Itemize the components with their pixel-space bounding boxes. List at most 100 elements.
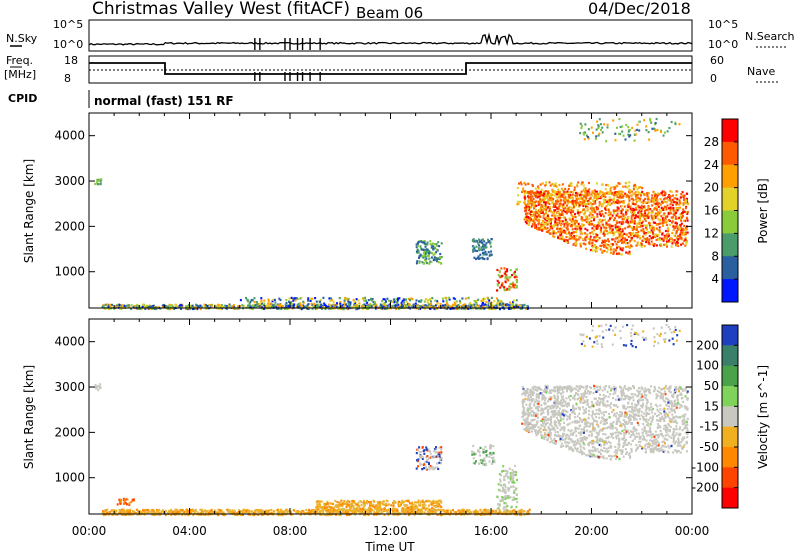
power-point <box>687 202 689 205</box>
power-point <box>307 297 310 300</box>
power-point <box>606 200 609 203</box>
power-point <box>640 221 643 225</box>
power-point <box>517 203 520 206</box>
power-point <box>504 270 507 273</box>
power-point <box>641 207 644 210</box>
velocity-point <box>121 513 123 516</box>
power-point <box>477 242 480 245</box>
power-point <box>549 184 552 187</box>
power-point <box>664 191 667 194</box>
velocity-point <box>261 510 264 513</box>
power-point <box>556 198 559 201</box>
velocity-point <box>145 512 148 515</box>
velocity-point <box>315 510 318 513</box>
power-point <box>612 185 615 189</box>
power-point <box>347 301 350 304</box>
velocity-point <box>439 505 442 508</box>
power-point <box>565 204 568 207</box>
y-tick-label: 3000 <box>54 174 85 188</box>
power-point <box>654 216 657 220</box>
power-point <box>367 305 370 308</box>
power-point <box>609 203 611 206</box>
power-point <box>600 245 603 248</box>
power-point <box>671 194 674 197</box>
velocity-point <box>321 506 324 509</box>
power-point <box>566 225 569 228</box>
power-point <box>307 299 310 302</box>
power-point <box>297 302 300 306</box>
power-point <box>578 204 581 207</box>
power-point <box>116 305 119 309</box>
power-point <box>626 204 629 207</box>
power-point <box>531 183 534 187</box>
power-point <box>641 190 644 193</box>
power-point <box>250 298 253 302</box>
power-point <box>658 222 660 225</box>
power-point <box>677 225 680 228</box>
power-point <box>169 308 171 311</box>
power-point <box>621 230 624 233</box>
velocity-point <box>265 509 268 512</box>
velocity-point <box>242 513 244 516</box>
power-point <box>271 303 274 306</box>
power-point <box>598 201 601 204</box>
power-point <box>464 303 466 306</box>
power-point <box>472 249 474 252</box>
power-point <box>541 228 544 231</box>
power-point <box>637 211 640 214</box>
power-point <box>674 197 677 200</box>
power-point <box>539 200 542 203</box>
power-point <box>598 236 601 240</box>
power-point <box>651 227 654 230</box>
power-point <box>638 192 641 195</box>
power-point <box>625 195 628 198</box>
power-point <box>640 243 643 246</box>
power-point <box>529 192 532 195</box>
power-point <box>271 306 274 309</box>
power-point <box>584 210 587 213</box>
power-point <box>98 182 100 186</box>
power-point <box>615 252 618 255</box>
power-point <box>669 199 672 202</box>
power-point <box>599 197 602 200</box>
power-point <box>610 251 613 254</box>
power-point <box>436 302 439 305</box>
power-point <box>560 199 563 202</box>
colorbar-tick-label: 20 <box>704 181 719 195</box>
velocity-point <box>369 512 372 515</box>
velocity-point <box>450 511 453 515</box>
power-point <box>558 190 561 193</box>
power-point <box>585 197 588 200</box>
power-point <box>142 303 144 306</box>
power-point <box>132 306 135 309</box>
velocity-point <box>431 502 434 505</box>
power-point <box>486 305 489 308</box>
freq-line <box>89 62 692 75</box>
power-point <box>635 208 638 211</box>
velocity-point <box>403 503 406 506</box>
power-point <box>577 202 580 205</box>
power-point <box>616 221 619 224</box>
power-point <box>290 301 293 304</box>
power-point <box>526 304 529 308</box>
velocity-point <box>175 511 178 514</box>
power-point <box>527 182 530 186</box>
power-point <box>649 119 652 122</box>
freq-tick-bottom: 8 <box>64 72 71 85</box>
power-point <box>686 217 689 220</box>
power-point <box>532 194 535 197</box>
power-point <box>667 234 670 237</box>
velocity-point <box>189 508 192 511</box>
power-point <box>263 303 266 307</box>
power-point <box>606 248 609 251</box>
power-point <box>118 303 121 307</box>
power-point <box>597 224 600 227</box>
power-point <box>666 215 669 218</box>
power-point <box>523 206 526 209</box>
power-point <box>415 250 418 253</box>
velocity-point <box>272 510 275 513</box>
velocity-point <box>491 509 494 512</box>
velocity-point <box>276 511 279 514</box>
velocity-point <box>460 509 463 512</box>
power-point <box>664 243 667 246</box>
